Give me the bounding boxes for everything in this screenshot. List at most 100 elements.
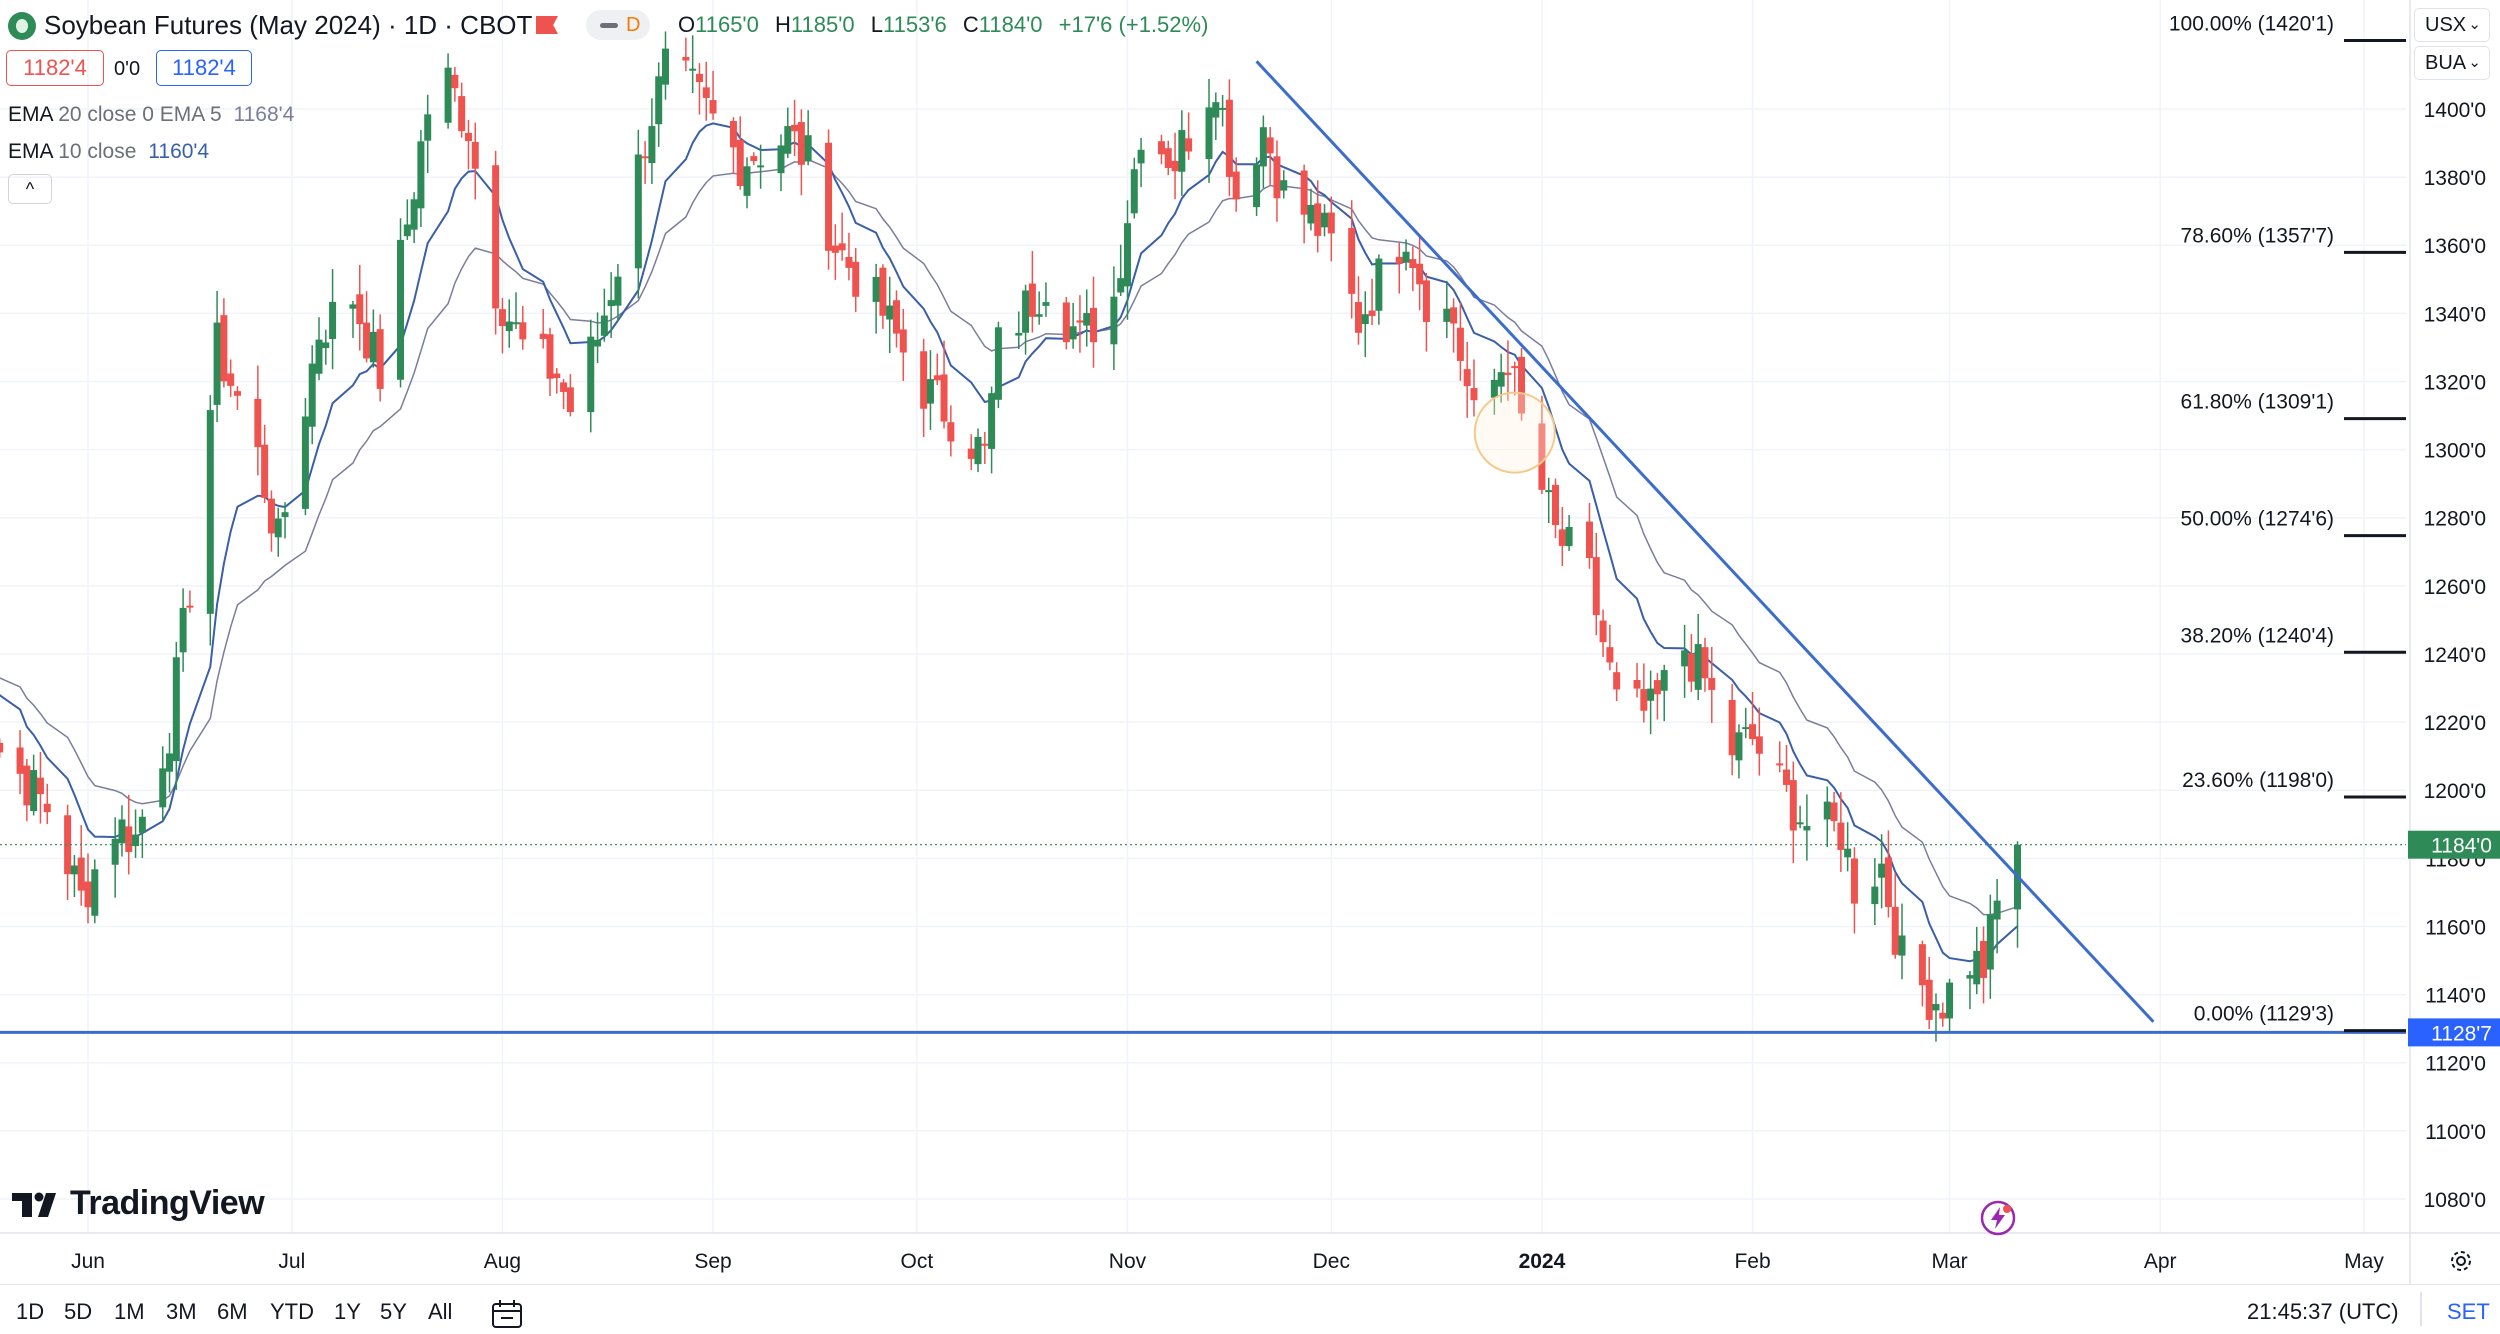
interval-badge[interactable]: D	[586, 10, 650, 40]
candle-body	[1035, 314, 1043, 317]
candle-body	[1558, 529, 1566, 546]
range-6m-button[interactable]: 6M	[217, 1299, 248, 1324]
candle-body	[648, 126, 656, 164]
candle-body	[206, 410, 214, 614]
time-tick-label: Sep	[694, 1250, 731, 1273]
buy-price-button[interactable]: 1182'4	[156, 50, 252, 86]
price-tick-label: 1080'0	[2424, 1189, 2486, 1212]
gear-icon[interactable]	[2447, 1247, 2475, 1275]
candle-body	[994, 327, 1002, 400]
candle-body	[1545, 490, 1553, 493]
ema10-legend[interactable]: EMA 10 close 1160'4	[8, 140, 209, 164]
ema20-params: 20 close 0 EMA 5	[58, 103, 222, 126]
candle-body	[64, 815, 72, 875]
candle-body	[682, 56, 690, 61]
range-5d-button[interactable]: 5D	[64, 1299, 93, 1324]
range-5y-button[interactable]: 5Y	[380, 1299, 407, 1324]
sell-price-button[interactable]: 1182'4	[6, 50, 104, 86]
support-price-tag-label: 1128'7	[2431, 1022, 2492, 1045]
candle-body	[1606, 647, 1614, 663]
candle-body	[424, 114, 432, 141]
candle-body	[899, 329, 907, 353]
range-1m-button[interactable]: 1M	[114, 1299, 145, 1324]
candle-body	[1409, 259, 1417, 269]
range-3m-button[interactable]: 3M	[166, 1299, 197, 1324]
candle-body	[587, 336, 595, 413]
candle-body	[1164, 148, 1172, 168]
candle-body	[689, 68, 697, 71]
candle-body	[750, 156, 758, 162]
price-tick-label: 1220'0	[2424, 712, 2486, 735]
range-ytd-button[interactable]: YTD	[270, 1299, 314, 1324]
tradingview-logo[interactable]: TradingView	[12, 1184, 265, 1223]
spread-value: 0'0	[114, 58, 141, 80]
candle-body	[1470, 388, 1478, 401]
candle-body	[1891, 906, 1899, 955]
candle-body	[1416, 263, 1424, 285]
candle-body	[179, 607, 187, 653]
candle-body	[777, 145, 785, 174]
brand-name: TradingView	[70, 1184, 265, 1222]
candle-body	[363, 322, 371, 359]
lightning-icon[interactable]	[1980, 1200, 2016, 1236]
ema10-value: 1160'4	[148, 140, 210, 163]
candle-body	[661, 48, 669, 85]
symbol-title[interactable]: Soybean Futures (May 2024) · 1D · CBOT	[44, 10, 533, 40]
candle-body	[322, 342, 330, 349]
candle-body	[1728, 700, 1736, 756]
candle-body	[1110, 296, 1118, 345]
price-tick-label: 1240'0	[2424, 644, 2486, 667]
candle-body	[166, 753, 174, 772]
candle-body	[132, 834, 140, 847]
candle-body	[702, 87, 710, 98]
session-button[interactable]: SET	[2447, 1299, 2490, 1324]
candle-body	[16, 747, 24, 774]
candle-body	[1932, 1004, 1940, 1011]
candle-body	[1497, 372, 1505, 387]
candle-body	[743, 166, 751, 196]
candle-body	[988, 393, 996, 449]
candle-body	[1980, 941, 1988, 978]
candle-body	[329, 301, 337, 339]
flag-icon[interactable]	[536, 16, 558, 34]
candle-body	[784, 126, 792, 154]
candle-body	[1681, 650, 1689, 667]
ema20-legend[interactable]: EMA 20 close 0 EMA 5 1168'4	[8, 103, 294, 127]
candle-body	[1321, 212, 1329, 228]
candle-body	[84, 881, 92, 908]
candle-body	[560, 382, 568, 392]
utc-clock[interactable]: 21:45:37 (UTC)	[2247, 1299, 2399, 1324]
candle-body	[1307, 204, 1315, 224]
candle-body	[892, 300, 900, 334]
candle-body	[1552, 484, 1560, 526]
price-tick-label: 1260'0	[2424, 576, 2486, 599]
candle-body	[1925, 979, 1933, 1020]
candle-body	[1708, 677, 1716, 690]
price-tick-label: 1360'0	[2424, 235, 2486, 258]
range-all-button[interactable]: All	[428, 1299, 453, 1324]
candle-body	[1518, 356, 1526, 414]
range-1d-button[interactable]: 1D	[16, 1299, 45, 1324]
collapse-legend-button[interactable]: ^	[8, 174, 52, 204]
candle-body	[519, 322, 527, 340]
candle-body	[213, 322, 221, 405]
candle-body	[1694, 644, 1702, 690]
price-chart[interactable]: 100.00% (1420'1) 78.60% (1357'7) 61.80% (1…	[0, 0, 2500, 1284]
candle-body	[1273, 156, 1281, 199]
candle-body	[1783, 769, 1791, 785]
candle-body	[1130, 169, 1138, 214]
candle-body	[417, 141, 425, 209]
currency-select[interactable]: USX ⌄	[2414, 8, 2490, 42]
calendar-icon[interactable]	[490, 1298, 524, 1330]
range-1y-button[interactable]: 1Y	[334, 1299, 361, 1324]
candle-body	[1280, 180, 1288, 191]
candle-body	[315, 339, 323, 374]
unit-select[interactable]: BUA ⌄	[2414, 46, 2490, 80]
candle-body	[926, 379, 934, 404]
candle-body	[356, 294, 364, 325]
candle-body	[261, 444, 269, 498]
high-value: 1185'0	[790, 12, 855, 37]
candle-body	[1613, 672, 1621, 690]
candle-body	[566, 387, 574, 413]
price-tick-label: 1160'0	[2425, 916, 2486, 939]
